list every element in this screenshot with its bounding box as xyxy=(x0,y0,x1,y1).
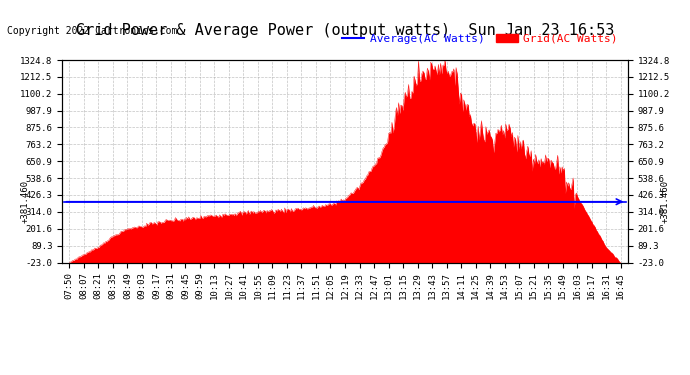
Text: +381.460: +381.460 xyxy=(21,180,30,223)
Title: Grid Power & Average Power (output watts)  Sun Jan 23 16:53: Grid Power & Average Power (output watts… xyxy=(76,23,614,38)
Text: Copyright 2022 Cartronics.com: Copyright 2022 Cartronics.com xyxy=(7,26,177,36)
Text: +381.460: +381.460 xyxy=(660,180,669,223)
Legend: Average(AC Watts), Grid(AC Watts): Average(AC Watts), Grid(AC Watts) xyxy=(337,29,622,48)
